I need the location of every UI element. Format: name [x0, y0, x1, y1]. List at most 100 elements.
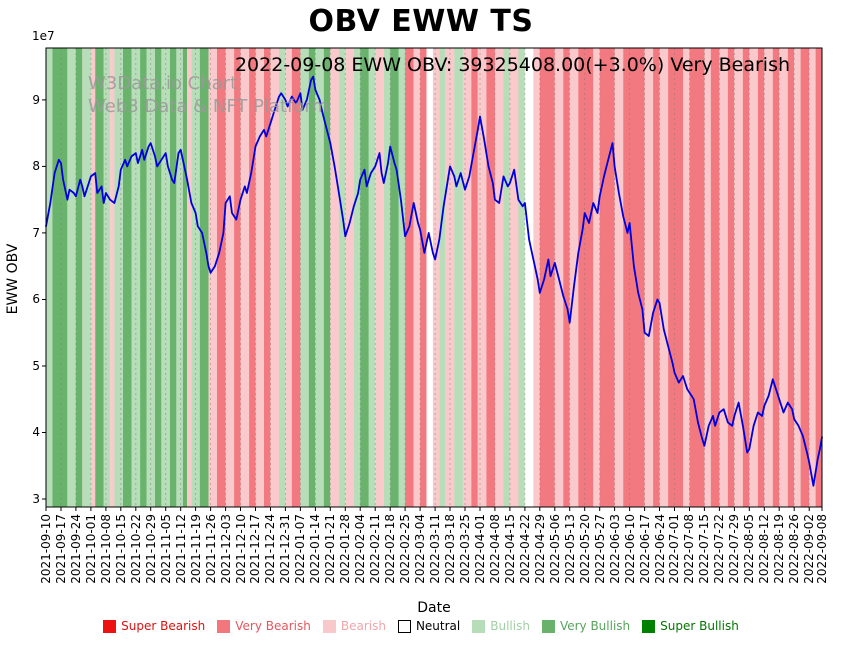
y-axis-label: EWW OBV: [5, 243, 21, 315]
x-tick-label: 2022-06-17: [637, 514, 652, 584]
sentiment-band-bullish: [368, 48, 376, 507]
sentiment-band-bearish: [719, 48, 728, 507]
sentiment-band-bullish: [161, 48, 170, 507]
sentiment-band-very_bearish: [710, 48, 720, 507]
sentiment-band-bearish: [704, 48, 711, 507]
sentiment-band-very_bearish: [689, 48, 705, 507]
sentiment-band-bearish: [432, 48, 440, 507]
sentiment-band-neutral: [426, 48, 433, 507]
sentiment-band-very_bullish: [390, 48, 399, 507]
sentiment-band-very_bearish: [471, 48, 478, 507]
x-axis-label: Date: [417, 600, 451, 616]
sentiment-band-very_bearish: [539, 48, 555, 507]
legend-swatch-very-bullish: [541, 619, 555, 633]
sentiment-band-bearish: [644, 48, 654, 507]
sentiment-band-neutral: [524, 48, 534, 507]
y-tick-label: 5: [32, 358, 40, 373]
x-tick-label: 2022-02-18: [383, 514, 398, 584]
legend-item-neutral: Neutral: [397, 619, 461, 633]
sentiment-band-bullish: [315, 48, 324, 507]
sentiment-band-bearish: [240, 48, 250, 507]
sentiment-band-very_bearish: [815, 48, 822, 507]
y-tick-label: 9: [32, 92, 40, 107]
sentiment-band-bearish: [734, 48, 743, 507]
legend-label: Super Bullish: [660, 619, 739, 633]
sentiment-band-bearish: [285, 48, 292, 507]
sentiment-band-very_bearish: [578, 48, 594, 507]
sentiment-band-very_bullish: [323, 48, 331, 507]
x-tick-label: 2021-11-19: [188, 514, 203, 584]
x-tick-label: 2022-05-06: [547, 514, 562, 584]
sentiment-band-bearish: [110, 48, 115, 507]
x-tick-label: 2022-03-18: [443, 514, 458, 584]
sentiment-band-very_bearish: [420, 48, 427, 507]
sentiment-band-very_bearish: [772, 48, 780, 507]
legend-item-very-bearish: Very Bearish: [217, 619, 311, 633]
x-tick-label: 2022-02-04: [353, 514, 368, 584]
sentiment-band-very_bearish: [234, 48, 241, 507]
legend-swatch-neutral: [397, 619, 411, 633]
x-tick-label: 2022-04-22: [517, 514, 532, 584]
sentiment-band-bullish: [439, 48, 446, 507]
sentiment-band-bearish: [659, 48, 669, 507]
sentiment-band-bullish: [67, 48, 76, 507]
sentiment-band-very_bearish: [405, 48, 414, 507]
sentiment-band-very_bearish: [291, 48, 301, 507]
x-tick-label: 2021-10-22: [128, 514, 143, 584]
sentiment-band-bearish: [683, 48, 690, 507]
sentiment-band-very_bearish: [264, 48, 271, 507]
watermark-line2: Web3 Data & NFT Platform: [88, 96, 330, 117]
chart-title: OBV EWW TS: [308, 4, 534, 39]
legend-label: Very Bullish: [559, 619, 631, 633]
legend-label: Neutral: [415, 619, 461, 633]
sentiment-band-very_bullish: [95, 48, 104, 507]
legend-swatch-bullish: [472, 619, 486, 633]
sentiment-band-bearish: [225, 48, 235, 507]
legend-item-super-bullish: Super Bullish: [642, 619, 739, 633]
sentiment-band-bullish: [398, 48, 406, 507]
x-tick-label: 2022-04-15: [502, 514, 517, 584]
watermark: W3Data.io Chart Web3 Data & NFT Platform: [88, 72, 329, 118]
x-tick-label: 2022-09-08: [815, 514, 829, 584]
sentiment-band-very_bearish: [757, 48, 765, 507]
sentiment-band-bearish: [764, 48, 773, 507]
y-axis-offset-label: 1e7: [32, 29, 55, 43]
sentiment-band-very_bearish: [599, 48, 615, 507]
sentiment-band-very_bullish: [75, 48, 83, 507]
sentiment-band-very_bearish: [800, 48, 810, 507]
sentiment-band-very_bullish: [308, 48, 316, 507]
sentiment-band-bearish: [477, 48, 487, 507]
sentiment-band-bullish: [191, 48, 200, 507]
x-tick-label: 2022-01-14: [308, 514, 323, 584]
x-tick-label: 2022-01-21: [323, 514, 338, 584]
sentiment-band-bearish: [375, 48, 384, 507]
sentiment-band-very_bearish: [742, 48, 750, 507]
sentiment-band-bullish: [176, 48, 183, 507]
x-tick-label: 2021-09-10: [39, 514, 53, 584]
sentiment-band-bearish: [614, 48, 624, 507]
x-tick-label: 2022-06-03: [607, 514, 622, 584]
chart-subtitle: 2022-09-08 EWW OBV: 39325408.00(+3.0%) V…: [234, 54, 791, 76]
sentiment-band-bullish: [338, 48, 346, 507]
legend-label: Bullish: [490, 619, 530, 633]
x-tick-label: 2022-05-20: [577, 514, 592, 584]
y-tick-label: 7: [32, 225, 40, 240]
x-tick-label: 2022-03-11: [428, 514, 443, 584]
sentiment-band-bullish: [300, 48, 309, 507]
sentiment-band-very_bullish: [182, 48, 188, 507]
legend-swatch-super-bearish: [103, 619, 117, 633]
sentiment-band-very_bullish: [123, 48, 132, 507]
sentiment-band-bearish: [779, 48, 788, 507]
sentiment-band-bearish: [445, 48, 455, 507]
x-tick-label: 2022-02-25: [398, 514, 413, 584]
x-tick-label: 2021-10-15: [113, 514, 128, 584]
y-tick-label: 8: [32, 159, 40, 174]
x-tick-label: 2022-04-29: [532, 514, 547, 584]
y-tick-label: 6: [32, 292, 40, 307]
sentiment-band-very_bearish: [727, 48, 735, 507]
sentiment-band-very_bearish: [623, 48, 645, 507]
sentiment-band-very_bearish: [653, 48, 660, 507]
plot-border: [45, 47, 823, 508]
sentiment-band-very_bullish: [360, 48, 369, 507]
